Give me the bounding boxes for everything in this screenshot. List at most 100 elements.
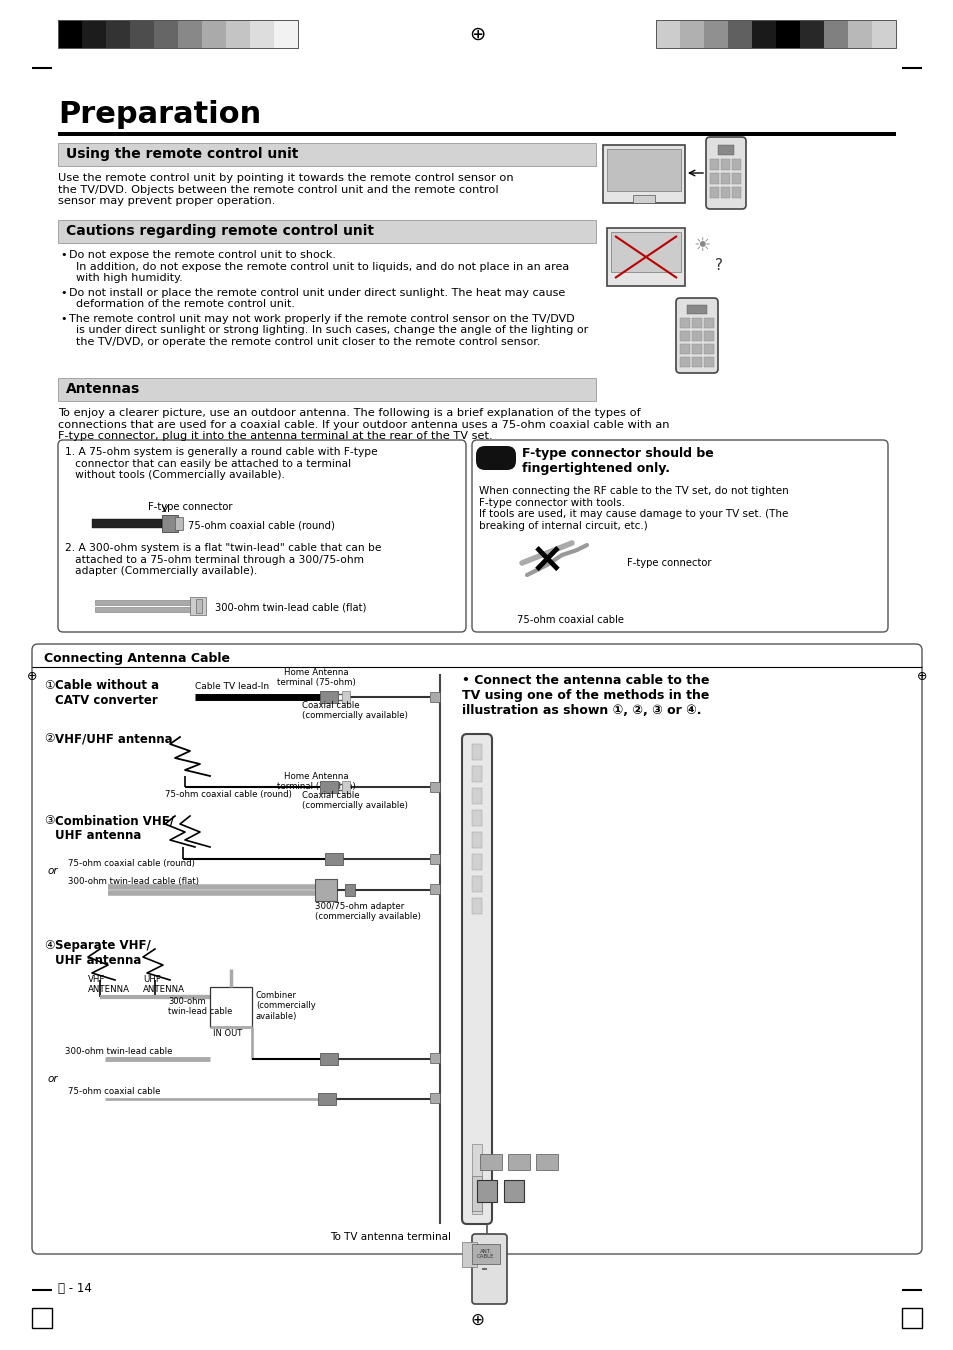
Bar <box>507 1154 530 1170</box>
Text: Coaxial cable
(commercially available): Coaxial cable (commercially available) <box>302 701 408 721</box>
Bar <box>703 331 713 342</box>
Bar <box>95 608 190 612</box>
Text: Preparation: Preparation <box>58 100 261 130</box>
Bar <box>58 20 297 49</box>
Bar <box>430 1053 439 1062</box>
Bar <box>430 782 439 792</box>
Text: ⊕: ⊕ <box>916 671 926 683</box>
Text: IN OUT: IN OUT <box>213 1029 242 1038</box>
Bar <box>703 356 713 367</box>
Text: Cautions regarding remote control unit: Cautions regarding remote control unit <box>66 224 374 238</box>
Text: ☀: ☀ <box>693 236 710 255</box>
Text: Do not install or place the remote control unit under direct sunlight. The heat : Do not install or place the remote contr… <box>69 288 565 309</box>
Text: ⊕: ⊕ <box>27 671 37 683</box>
Bar <box>130 20 153 49</box>
Text: Cable without a
CATV converter: Cable without a CATV converter <box>55 679 159 707</box>
Text: Home Antenna
terminal (75-ohm): Home Antenna terminal (75-ohm) <box>276 772 355 791</box>
Bar <box>430 884 439 894</box>
Bar <box>472 1176 481 1211</box>
Text: or: or <box>48 1075 58 1084</box>
Text: Separate VHF/
UHF antenna: Separate VHF/ UHF antenna <box>55 940 151 967</box>
Text: F-type connector: F-type connector <box>626 558 711 568</box>
Text: •: • <box>60 288 67 297</box>
Bar <box>58 132 895 136</box>
Text: Connecting Antenna Cable: Connecting Antenna Cable <box>44 652 230 666</box>
Bar <box>472 876 481 892</box>
FancyBboxPatch shape <box>58 440 465 632</box>
Bar <box>178 20 202 49</box>
Bar <box>476 1180 497 1202</box>
Bar <box>58 20 82 49</box>
Bar <box>341 782 350 792</box>
Bar <box>472 832 481 848</box>
Bar <box>210 987 252 1027</box>
Bar <box>901 1308 921 1328</box>
Bar <box>195 599 202 613</box>
Text: •: • <box>60 313 67 324</box>
Bar <box>720 188 729 198</box>
Bar <box>319 691 337 703</box>
Bar <box>800 20 823 49</box>
Text: 2. A 300-ohm system is a flat "twin-lead" cable that can be
   attached to a 75-: 2. A 300-ohm system is a flat "twin-lead… <box>65 543 381 576</box>
Bar <box>679 356 689 367</box>
Bar <box>479 1154 501 1170</box>
Bar <box>190 597 206 616</box>
Text: ?: ? <box>714 258 722 274</box>
Bar <box>775 20 800 49</box>
FancyBboxPatch shape <box>32 644 921 1254</box>
Text: Combiner
(commercially
available): Combiner (commercially available) <box>255 991 315 1021</box>
Bar <box>691 344 701 354</box>
Bar <box>691 319 701 328</box>
Bar <box>472 788 481 805</box>
Bar <box>633 194 655 202</box>
Bar <box>606 148 680 190</box>
Bar <box>317 1094 335 1106</box>
Text: ⓔ - 14: ⓔ - 14 <box>58 1282 91 1295</box>
Bar <box>703 20 727 49</box>
Bar <box>472 855 481 869</box>
Bar <box>274 20 297 49</box>
Text: UHF
ANTENNA: UHF ANTENNA <box>143 975 185 995</box>
Bar <box>472 1143 481 1214</box>
Bar <box>731 173 740 184</box>
Bar <box>727 20 751 49</box>
Bar <box>679 20 703 49</box>
Bar <box>751 20 775 49</box>
Bar <box>319 1053 337 1065</box>
Bar <box>325 853 343 865</box>
Bar <box>871 20 895 49</box>
Bar <box>709 173 719 184</box>
Text: ⊕: ⊕ <box>468 24 485 43</box>
Bar <box>314 879 336 900</box>
Bar <box>472 765 481 782</box>
Text: 75-ohm coaxial cable (round): 75-ohm coaxial cable (round) <box>68 859 194 868</box>
Text: or: or <box>48 865 58 876</box>
Bar <box>250 20 274 49</box>
Bar <box>472 810 481 826</box>
Bar <box>319 782 337 792</box>
Bar <box>731 188 740 198</box>
Bar <box>58 143 596 166</box>
Bar <box>58 220 596 243</box>
Bar <box>95 599 190 605</box>
Bar <box>58 378 596 401</box>
Text: 75-ohm coaxial cable (round): 75-ohm coaxial cable (round) <box>165 790 292 799</box>
Bar <box>656 20 679 49</box>
Bar <box>503 1180 523 1202</box>
Bar <box>691 356 701 367</box>
Text: 300-ohm twin-lead cable (flat): 300-ohm twin-lead cable (flat) <box>68 878 199 886</box>
Text: ③: ③ <box>44 814 54 828</box>
Bar <box>606 228 684 286</box>
Text: VHF
ANTENNA: VHF ANTENNA <box>88 975 130 995</box>
Bar <box>823 20 847 49</box>
Bar <box>341 691 350 703</box>
Text: To TV antenna terminal: To TV antenna terminal <box>330 1233 451 1242</box>
Text: Using the remote control unit: Using the remote control unit <box>66 147 298 161</box>
Bar <box>720 159 729 170</box>
Text: •: • <box>60 250 67 261</box>
Text: To enjoy a clearer picture, use an outdoor antenna. The following is a brief exp: To enjoy a clearer picture, use an outdo… <box>58 408 669 441</box>
Bar <box>472 744 481 760</box>
Bar <box>472 898 481 914</box>
Text: VHF/UHF antenna: VHF/UHF antenna <box>55 732 172 745</box>
Bar <box>430 693 439 702</box>
